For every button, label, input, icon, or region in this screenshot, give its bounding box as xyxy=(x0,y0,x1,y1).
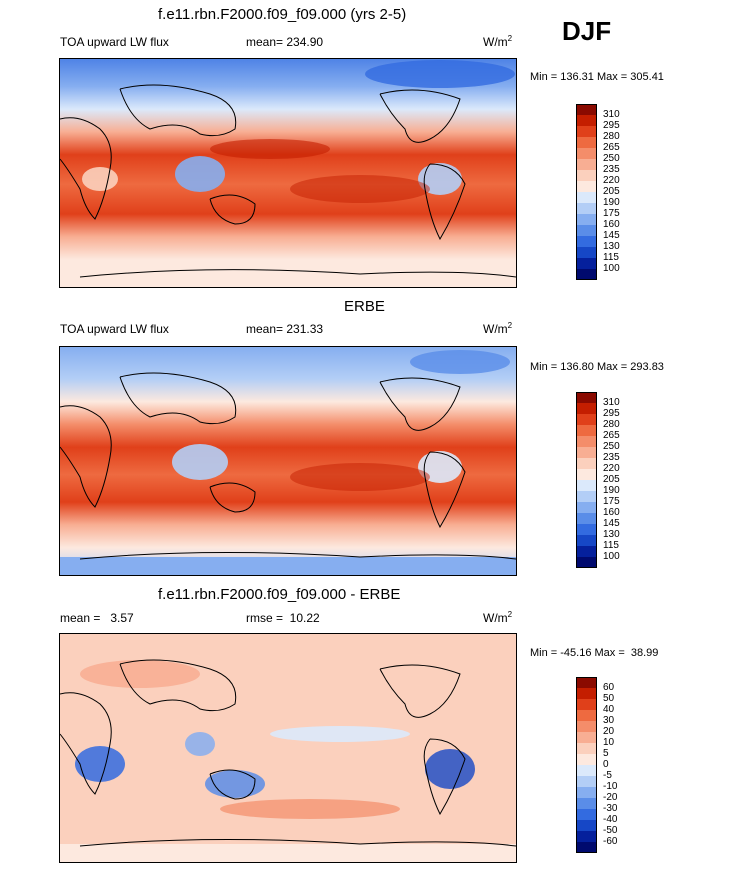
panel2-colorbar-tick-label: 295 xyxy=(603,408,620,419)
panel1-range: Min = 136.31 Max = 305.41 xyxy=(530,71,664,83)
panel2-colorbar-tick-label: 235 xyxy=(603,452,620,463)
panel3-colorbar-tick-label: -60 xyxy=(603,836,618,847)
panel3-antarctic xyxy=(60,844,516,862)
panel3-colorbar-tick-label: 30 xyxy=(603,715,615,726)
panel3-colorbar-tick-label: -5 xyxy=(603,770,612,781)
panel2-colorbar-tick-label: 175 xyxy=(603,496,620,507)
panel3-south-high xyxy=(220,799,400,819)
panel2-mean-label: mean= 231.33 xyxy=(246,322,324,336)
panel3-colorbar-tick-label: 40 xyxy=(603,704,615,715)
panel1-colorbar-tick-label: 175 xyxy=(603,208,620,219)
panel3-mean-label: mean = 3.57 xyxy=(60,611,134,625)
panel3-rmse-label: rmse = 10.22 xyxy=(246,611,320,625)
panel1-colorbar-tick-label: 250 xyxy=(603,153,620,164)
panel1-colorbar-tick-label: 160 xyxy=(603,219,620,230)
panel3-eurasia-high xyxy=(80,660,200,688)
panel1-units-sup: 2 xyxy=(507,34,513,43)
panel1-sep-high xyxy=(290,175,430,203)
panel2-units-text: W/m xyxy=(483,322,508,336)
panel2-arctic-low xyxy=(410,350,510,374)
panel3-coastlines xyxy=(60,659,516,847)
panel3-colorbar-tick-label: 0 xyxy=(603,759,609,770)
panel2-range: Min = 136.80 Max = 293.83 xyxy=(530,361,664,373)
panel1-colorbar-tick-label: 310 xyxy=(603,109,620,120)
panel1-antarctic xyxy=(60,271,516,287)
panel2-units: W/m2 xyxy=(483,321,513,337)
panel1-africa-low xyxy=(82,167,118,191)
panel1-colorbar-tick-label: 265 xyxy=(603,142,620,153)
panel1-map-svg xyxy=(60,59,516,287)
panel2-colorbar-tick-label: 115 xyxy=(603,540,619,551)
panel3-colorbar-frame xyxy=(576,677,597,853)
panel2-title: ERBE xyxy=(344,298,385,315)
panel2-antarctic xyxy=(60,557,516,575)
panel1-colorbar-tick-label: 190 xyxy=(603,197,620,208)
panel2-colorbar-tick-label: 220 xyxy=(603,463,620,474)
panel1-colorbar-tick-label: 235 xyxy=(603,164,620,175)
panel2-units-sup: 2 xyxy=(507,321,513,330)
panel1-mean-label: mean= 234.90 xyxy=(246,35,324,49)
panel2-colorbar-tick-label: 310 xyxy=(603,397,620,408)
panel2-colorbar-tick-label: 130 xyxy=(603,529,620,540)
panel3-units-text: W/m xyxy=(483,611,508,625)
panel3-map xyxy=(59,633,517,863)
panel1-colorbar-tick-label: 130 xyxy=(603,241,620,252)
panel1-units: W/m2 xyxy=(483,34,513,50)
panel1-variable-label: TOA upward LW flux xyxy=(60,35,169,49)
panel1-colorbar-tick-label: 280 xyxy=(603,131,620,142)
panel3-colorbar-tick-label: -30 xyxy=(603,803,618,814)
panel3-units-sup: 2 xyxy=(507,610,513,619)
panel3-colorbar-tick-label: -40 xyxy=(603,814,618,825)
panel1-title: f.e11.rbn.F2000.f09_f09.000 (yrs 2-5) xyxy=(158,6,407,23)
panel3-title: f.e11.rbn.F2000.f09_f09.000 - ERBE xyxy=(158,586,401,603)
panel3-colorbar-tick-label: 20 xyxy=(603,726,615,737)
panel2-colorbar-tick-label: 280 xyxy=(603,419,620,430)
panel2-map xyxy=(59,346,517,576)
panel2-variable-label: TOA upward LW flux xyxy=(60,322,169,336)
panel2-colorbar-tick-label: 100 xyxy=(603,551,620,562)
panel3-colorbar-tick-label: 10 xyxy=(603,737,615,748)
season-label: DJF xyxy=(562,16,612,46)
panel1-colorbar-tick-label: 115 xyxy=(603,252,619,263)
panel2-colorbar-tick-label: 265 xyxy=(603,430,620,441)
panel2-colorbar-tick-label: 250 xyxy=(603,441,620,452)
panel2-colorbar-tick-label: 160 xyxy=(603,507,620,518)
panel2-colorbar-tick-label: 205 xyxy=(603,474,620,485)
panel1-colorbar-tick-label: 205 xyxy=(603,186,620,197)
panel3-amazon-low xyxy=(425,749,475,789)
panel3-map-svg xyxy=(60,634,516,862)
panel1-colorbar-frame xyxy=(576,104,597,280)
panel2-coastlines xyxy=(60,372,516,560)
panel3-colorbar-tick-label: 50 xyxy=(603,693,615,704)
panel1-units-text: W/m xyxy=(483,35,508,49)
panel3-colorbar-tick-label: -50 xyxy=(603,825,618,836)
panel2-map-svg xyxy=(60,347,516,575)
panel3-itcz-low xyxy=(270,726,410,742)
panel3-range: Min = -45.16 Max = 38.99 xyxy=(530,647,659,659)
panel3-units: W/m2 xyxy=(483,610,513,626)
panel3-colorbar-tick-label: 60 xyxy=(603,682,615,693)
panel1-maritime-low xyxy=(175,156,225,192)
panel2-sep-high xyxy=(290,463,430,491)
panel1-colorbar-tick-label: 295 xyxy=(603,120,620,131)
panel1-map xyxy=(59,58,517,288)
panel3-colorbar-tick-label: -10 xyxy=(603,781,618,792)
panel1-colorbar-tick-label: 220 xyxy=(603,175,620,186)
panel2-colorbar-tick-label: 145 xyxy=(603,518,620,529)
panel1-coastlines xyxy=(60,84,516,278)
panel3-colorbar-tick-label: -20 xyxy=(603,792,618,803)
panel2-maritime-low xyxy=(172,444,228,480)
panel3-colorbar-tick-label: 5 xyxy=(603,748,609,759)
panel1-colorbar-tick-label: 100 xyxy=(603,263,620,274)
panel2-colorbar-frame xyxy=(576,392,597,568)
panel1-pacific-high xyxy=(210,139,330,159)
panel2-colorbar-tick-label: 190 xyxy=(603,485,620,496)
panel3-africa-low xyxy=(75,746,125,782)
panel1-arctic-low xyxy=(365,60,515,88)
panel1-colorbar-tick-label: 145 xyxy=(603,230,620,241)
panel3-maritime-low xyxy=(185,732,215,756)
